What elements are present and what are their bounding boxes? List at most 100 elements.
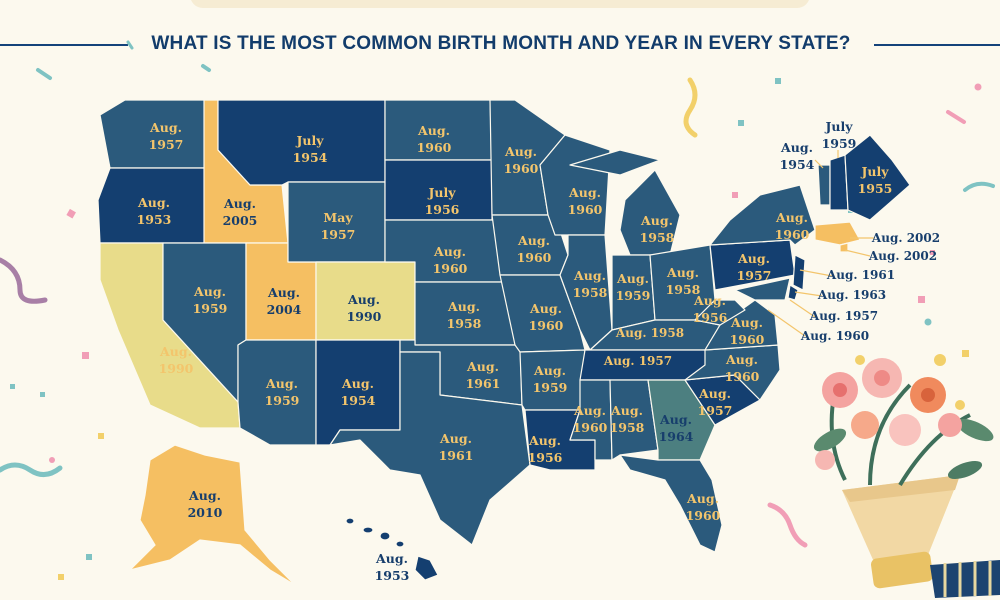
label-district-of-columbia: Aug. 1960 bbox=[800, 329, 869, 343]
label-year-hawaii: 1953 bbox=[375, 568, 410, 583]
label-year-pennsylvania: 1957 bbox=[737, 268, 772, 283]
label-year-kansas: 1958 bbox=[447, 316, 482, 331]
label-year-nebraska: 1960 bbox=[433, 261, 468, 276]
state-new-jersey bbox=[792, 254, 806, 291]
label-year-florida: 1960 bbox=[686, 508, 721, 523]
label-year-south-carolina: 1957 bbox=[698, 403, 733, 418]
label-month-tennessee: Aug. bbox=[603, 354, 635, 368]
label-year-new-york: 1960 bbox=[775, 227, 810, 242]
page-title: WHAT IS THE MOST COMMON BIRTH MONTH AND … bbox=[151, 33, 851, 54]
label-tennessee: Aug. 1957 bbox=[603, 354, 672, 368]
label-year-nevada: 1959 bbox=[193, 301, 228, 316]
label-year-new-mexico: 1954 bbox=[341, 393, 376, 408]
label-year-colorado: 1990 bbox=[347, 309, 382, 324]
label-month-west-virginia: Aug. bbox=[693, 293, 726, 308]
label-new-jersey: Aug. 1961 bbox=[826, 268, 895, 282]
label-year-north-dakota: 1960 bbox=[417, 140, 452, 155]
label-month-district-of-columbia: Aug. bbox=[800, 329, 832, 343]
label-year-minnesota: 1960 bbox=[504, 161, 539, 176]
label-month-new-hampshire: July bbox=[824, 119, 853, 134]
label-month-utah: Aug. bbox=[267, 285, 300, 300]
state-delaware bbox=[787, 284, 799, 301]
label-month-wisconsin: Aug. bbox=[568, 185, 601, 200]
label-year-alaska: 2010 bbox=[188, 505, 223, 520]
label-month-massachusetts: Aug. bbox=[871, 231, 903, 245]
label-month-wyoming: May bbox=[323, 210, 353, 225]
label-massachusetts: Aug. 2002 bbox=[871, 231, 940, 245]
label-month-colorado: Aug. bbox=[347, 292, 380, 307]
label-month-florida: Aug. bbox=[686, 491, 719, 506]
label-maryland: Aug. 1957 bbox=[809, 309, 878, 323]
label-year-wisconsin: 1960 bbox=[568, 202, 603, 217]
label-year-idaho: 2005 bbox=[223, 213, 258, 228]
label-year-indiana: 1959 bbox=[616, 288, 651, 303]
state-massachusetts bbox=[814, 221, 861, 246]
label-year-wyoming: 1957 bbox=[321, 227, 356, 242]
label-month-illinois: Aug. bbox=[573, 268, 606, 283]
state-virginia bbox=[704, 299, 779, 351]
state-west-virginia bbox=[694, 299, 746, 326]
label-year-alabama: 1958 bbox=[610, 420, 645, 435]
label-month-california: Aug. bbox=[159, 344, 192, 359]
label-year-ohio: 1958 bbox=[666, 282, 701, 297]
label-year-texas: 1961 bbox=[439, 448, 474, 463]
state-hawaii bbox=[345, 517, 439, 581]
label-year-montana: 1954 bbox=[293, 150, 328, 165]
label-month-washington: Aug. bbox=[149, 120, 182, 135]
label-year-district-of-columbia: 1960 bbox=[832, 329, 870, 343]
label-year-mississippi: 1960 bbox=[573, 420, 608, 435]
label-year-vermont: 1954 bbox=[780, 157, 815, 172]
label-year-rhode-island: 2002 bbox=[900, 249, 938, 263]
label-year-arkansas: 1959 bbox=[533, 380, 568, 395]
title-rule-left bbox=[0, 44, 128, 46]
label-month-arizona: Aug. bbox=[265, 376, 298, 391]
state-illinois bbox=[559, 234, 613, 351]
state-maine bbox=[844, 134, 911, 221]
label-year-arizona: 1959 bbox=[265, 393, 300, 408]
label-year-new-hampshire: 1959 bbox=[822, 136, 857, 151]
label-month-delaware: Aug. bbox=[817, 288, 849, 302]
label-year-missouri: 1960 bbox=[529, 318, 564, 333]
label-rhode-island: Aug. 2002 bbox=[868, 249, 937, 263]
label-month-iowa: Aug. bbox=[517, 233, 550, 248]
state-shapes bbox=[97, 99, 911, 553]
label-month-georgia: Aug. bbox=[659, 412, 692, 427]
label-month-nebraska: Aug. bbox=[433, 244, 466, 259]
label-month-kentucky: Aug. bbox=[615, 326, 647, 340]
state-new-york bbox=[709, 184, 816, 246]
label-leader-lines bbox=[767, 150, 874, 337]
label-month-indiana: Aug. bbox=[616, 271, 649, 286]
label-year-delaware: 1963 bbox=[849, 288, 887, 302]
label-year-tennessee: 1957 bbox=[635, 354, 673, 368]
state-alabama bbox=[609, 379, 659, 461]
label-month-north-dakota: Aug. bbox=[417, 123, 450, 138]
label-month-south-carolina: Aug. bbox=[698, 386, 731, 401]
label-month-montana: July bbox=[295, 133, 324, 148]
label-month-south-dakota: July bbox=[427, 185, 456, 200]
label-month-mississippi: Aug. bbox=[573, 403, 606, 418]
label-month-missouri: Aug. bbox=[529, 301, 562, 316]
label-year-michigan: 1958 bbox=[640, 230, 675, 245]
label-year-illinois: 1958 bbox=[573, 285, 608, 300]
label-year-iowa: 1960 bbox=[517, 250, 552, 265]
state-arizona bbox=[237, 339, 317, 446]
label-month-texas: Aug. bbox=[439, 431, 472, 446]
label-month-oregon: Aug. bbox=[137, 195, 170, 210]
label-month-new-mexico: Aug. bbox=[341, 376, 374, 391]
state-florida bbox=[619, 454, 723, 553]
label-month-north-carolina: Aug. bbox=[725, 352, 758, 367]
label-year-california: 1990 bbox=[159, 361, 194, 376]
label-month-arkansas: Aug. bbox=[533, 363, 566, 378]
label-month-michigan: Aug. bbox=[640, 213, 673, 228]
label-year-maine: 1955 bbox=[858, 181, 893, 196]
label-year-west-virginia: 1956 bbox=[693, 310, 728, 325]
state-north-carolina bbox=[684, 344, 781, 401]
label-month-rhode-island: Aug. bbox=[868, 249, 900, 263]
label-year-massachusetts: 2002 bbox=[903, 231, 941, 245]
state-labels: Aug.1957Aug.1953Aug.1990Aug.2005Aug.1959… bbox=[137, 119, 940, 583]
label-month-pennsylvania: Aug. bbox=[737, 251, 770, 266]
label-year-oregon: 1953 bbox=[137, 212, 172, 227]
label-year-north-carolina: 1960 bbox=[725, 369, 760, 384]
label-month-new-jersey: Aug. bbox=[826, 268, 858, 282]
